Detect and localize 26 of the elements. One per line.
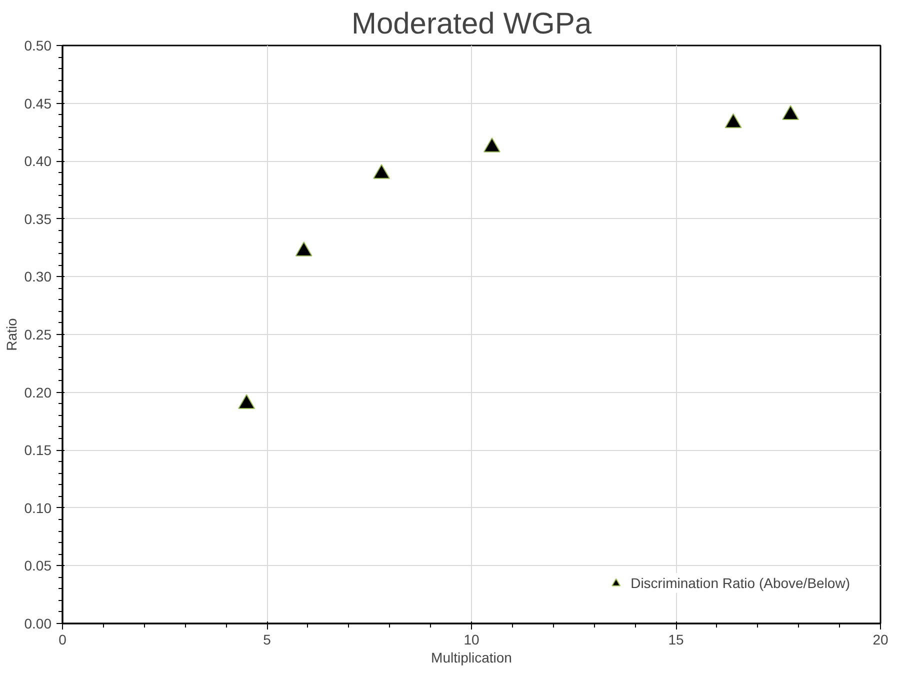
x-axis-title: Multiplication [431, 650, 512, 666]
x-tick-label: 20 [872, 632, 888, 648]
y-tick-label: 0.45 [24, 95, 52, 112]
point [238, 394, 256, 409]
point [483, 137, 500, 152]
y-tick-label: 0.05 [24, 558, 52, 574]
y-tick-label: 0.30 [24, 268, 52, 285]
y-tick-label: 0.35 [24, 210, 52, 227]
y-tick-label: 0.15 [24, 442, 52, 458]
x-tick-label: 0 [58, 632, 67, 648]
chart-title: Moderated WGPa [351, 8, 592, 40]
y-tick-label: 0.20 [24, 384, 52, 400]
x-tick-label: 10 [464, 632, 480, 648]
y-tick-label: 0.10 [24, 500, 52, 516]
point [782, 105, 800, 120]
legend-label: Discrimination Ratio (Above/Below) [630, 575, 850, 591]
x-tick-label: 5 [263, 632, 272, 648]
x-tick-label: 15 [668, 632, 684, 648]
y-tick-label: 0.00 [24, 616, 52, 632]
y-axis-title: Ratio [3, 318, 20, 351]
point [724, 113, 742, 128]
y-tick-label: 0.25 [24, 326, 52, 342]
y-tick-label: 0.40 [24, 153, 52, 170]
point [373, 164, 390, 179]
point [295, 242, 312, 256]
y-tick-label: 0.50 [24, 38, 52, 54]
